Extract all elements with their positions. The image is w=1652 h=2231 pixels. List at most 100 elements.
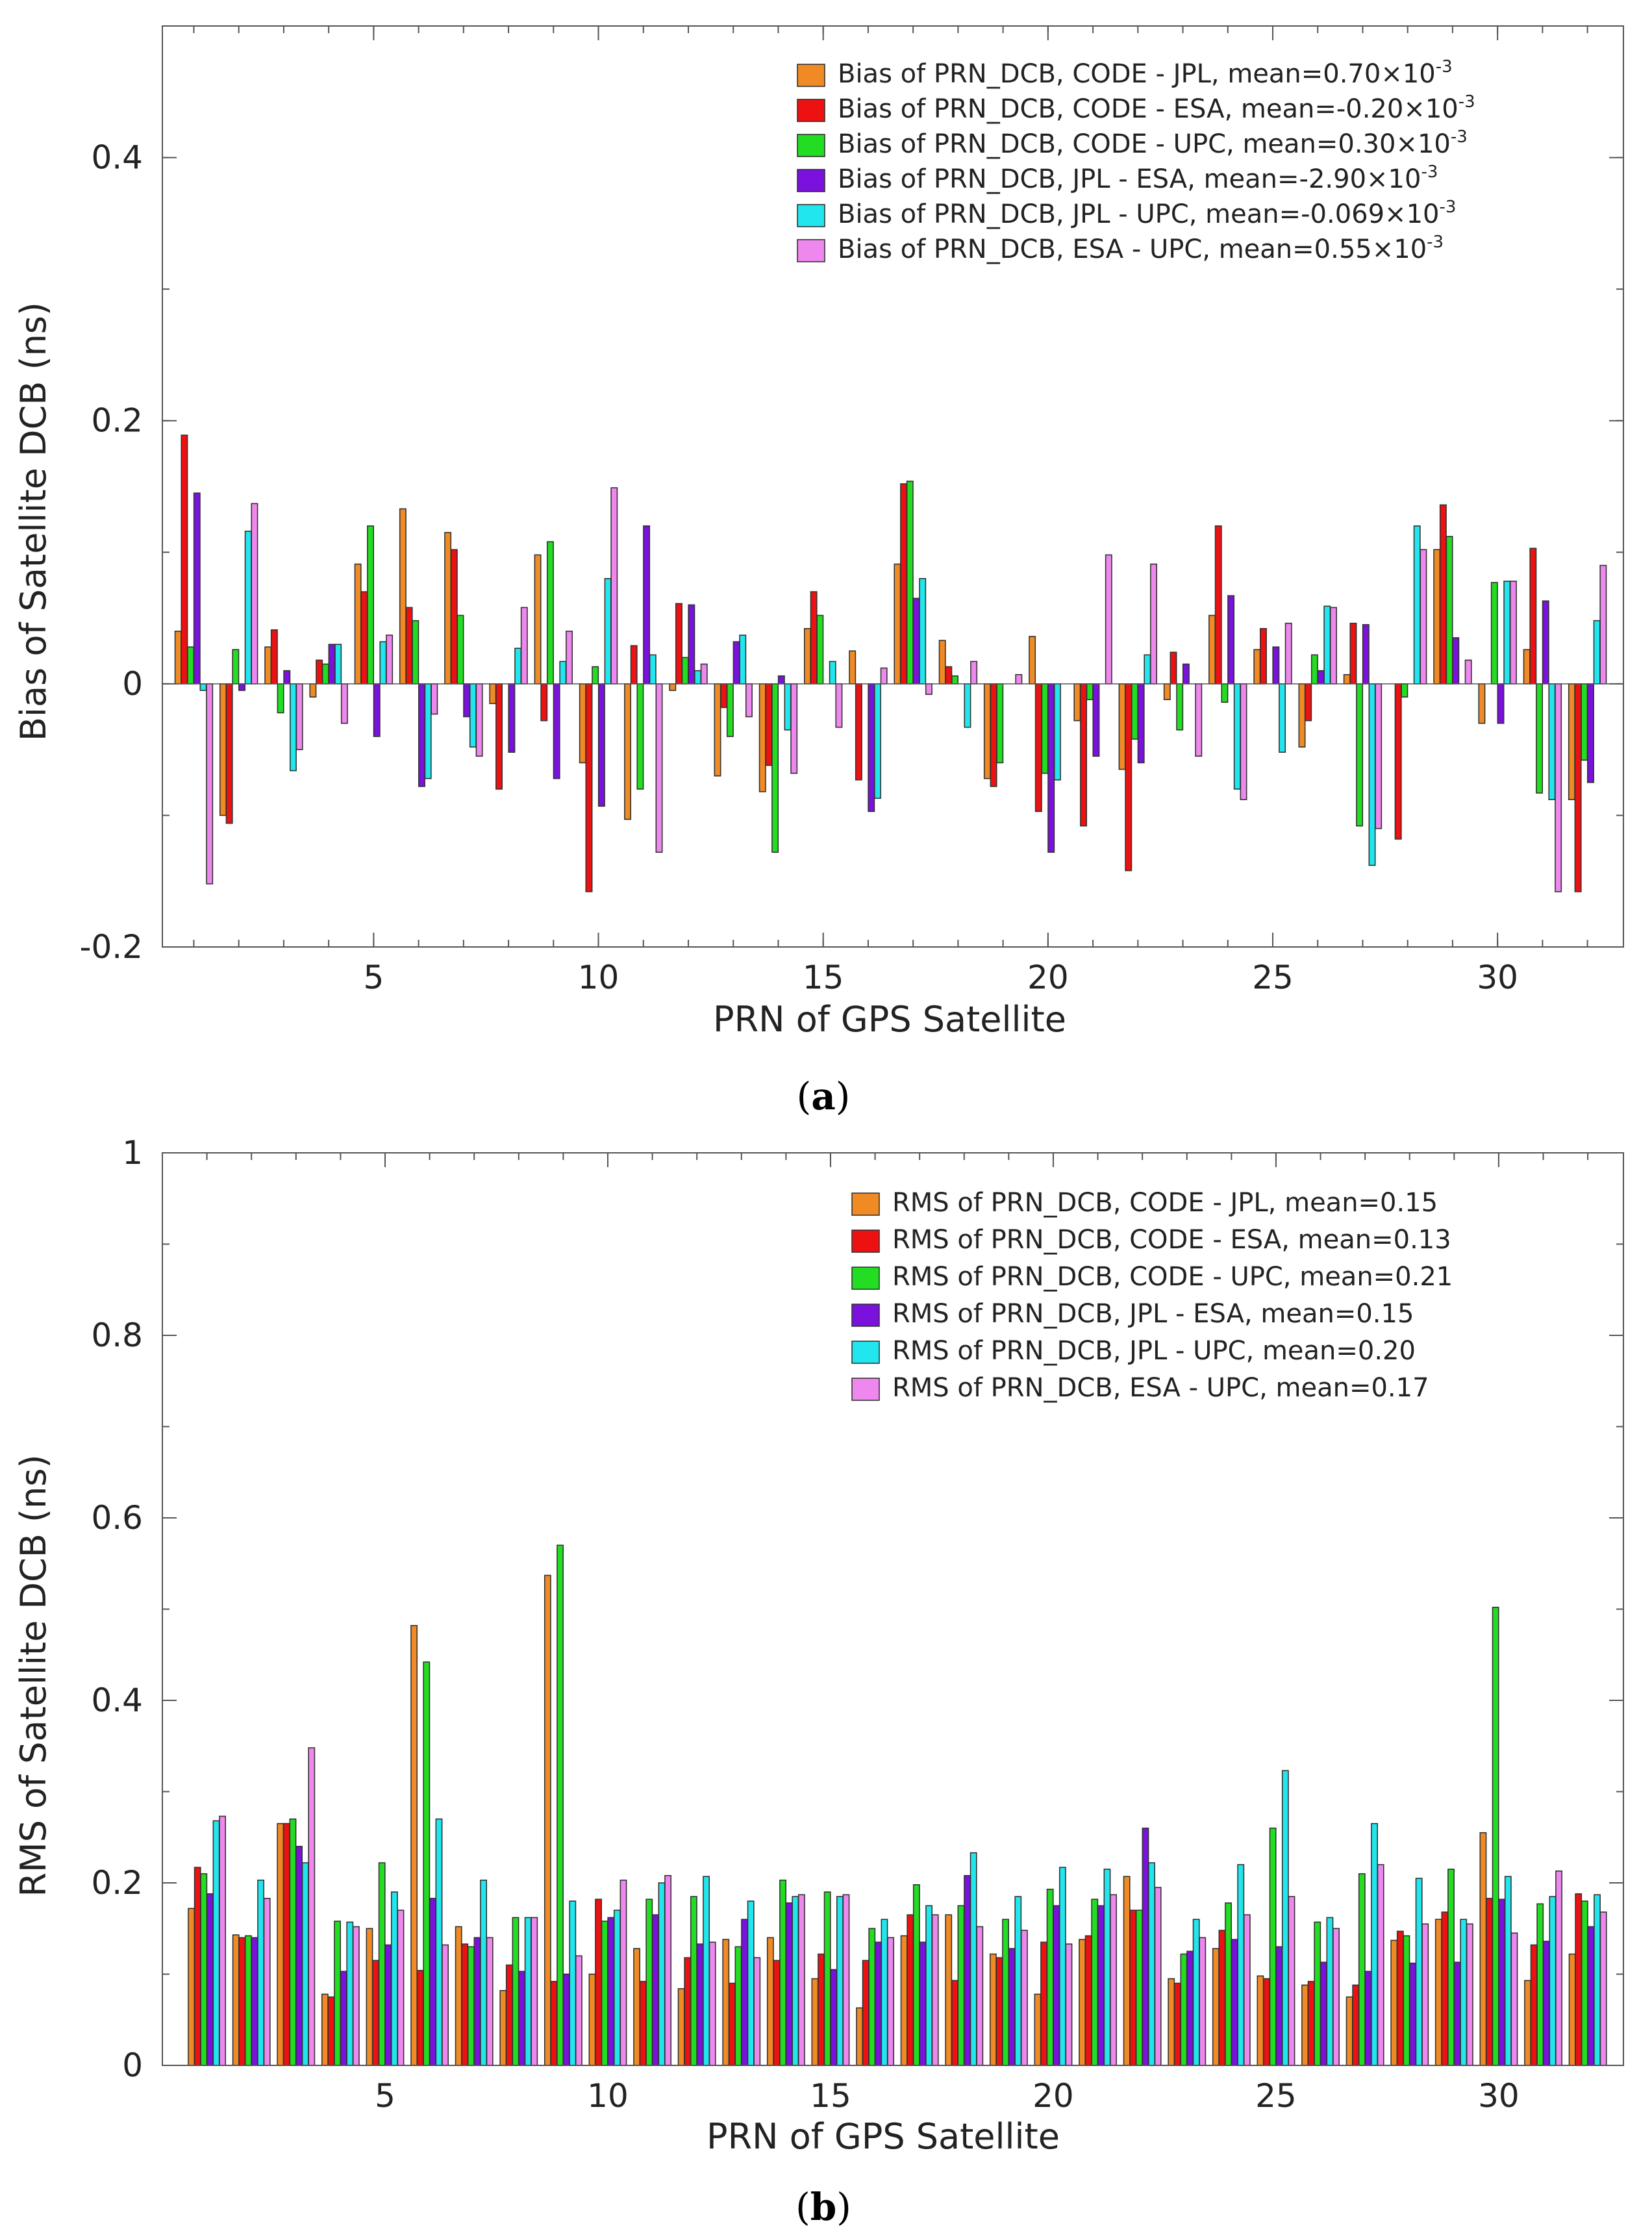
bar-prn3-series3: [289, 1818, 297, 2066]
bar-prn20-series4: [1053, 1905, 1060, 2066]
bar-prn4-series6: [340, 683, 348, 724]
bar-prn28-series3: [1401, 683, 1408, 698]
bar-prn11-series6: [664, 1874, 672, 2066]
bar-prn1-series3: [187, 646, 195, 685]
bar-prn1-series5: [199, 683, 207, 691]
bar-prn3-series5: [301, 1862, 309, 2066]
y-tick-label: 0: [122, 665, 143, 703]
bar-prn23-series2: [1170, 651, 1177, 685]
bar-prn7-series2: [450, 549, 458, 685]
bar-prn5-series2: [372, 1960, 380, 2066]
legend-swatch: [797, 99, 825, 122]
bar-prn11-series5: [658, 1882, 666, 2066]
y-tick-label: 0.6: [91, 1499, 143, 1537]
bar-prn32-series4: [1586, 683, 1594, 783]
bar-prn21-series2: [1084, 1935, 1092, 2066]
bar-prn16-series1: [849, 650, 857, 685]
bar-prn27-series5: [1368, 683, 1376, 866]
bar-prn24-series3: [1221, 683, 1229, 703]
x-tick-label: 25: [1252, 959, 1294, 996]
bar-prn22-series1: [1123, 1876, 1131, 2066]
bar-prn3-series3: [277, 683, 284, 714]
bar-prn29-series6: [1464, 659, 1472, 685]
bar-prn4-series6: [352, 1926, 360, 2066]
bar-prn16-series2: [855, 683, 862, 781]
bar-prn22-series2: [1125, 683, 1133, 872]
bar-prn6-series6: [442, 1944, 449, 2066]
bar-prn2-series5: [257, 1879, 265, 2066]
bar-prn2-series3: [244, 1935, 252, 2066]
bar-prn22-series3: [1131, 683, 1138, 740]
panel-a-caption: (a): [797, 1074, 851, 1118]
bar-prn10-series3: [592, 666, 599, 685]
bar-prn30-series5: [1504, 1876, 1512, 2066]
bar-prn13-series5: [739, 635, 747, 685]
bar-prn7-series1: [444, 532, 452, 685]
bar-prn30-series2: [1486, 1898, 1493, 2066]
bar-prn1-series1: [188, 1908, 195, 2066]
bar-prn1-series4: [206, 1893, 214, 2066]
bar-prn21-series3: [1086, 683, 1094, 700]
bar-prn32-series5: [1593, 620, 1601, 685]
bar-prn19-series2: [990, 683, 997, 787]
bar-prn22-series4: [1137, 683, 1145, 764]
bar-prn26-series3: [1310, 654, 1318, 685]
bar-prn5-series4: [384, 1944, 392, 2066]
bar-prn17-series5: [925, 1905, 932, 2066]
bar-prn16-series2: [862, 1960, 870, 2066]
bar-prn31-series3: [1536, 1903, 1544, 2066]
bar-prn28-series2: [1396, 1930, 1404, 2066]
bar-prn18-series3: [951, 675, 959, 685]
legend-label: Bias of PRN_DCB, CODE - ESA, mean=-0.20×…: [838, 92, 1475, 124]
bar-prn11-series5: [649, 654, 657, 685]
bar-prn2-series6: [263, 1898, 271, 2066]
bar-prn15-series3: [816, 614, 824, 685]
x-tick-label: 30: [1478, 2077, 1520, 2115]
bar-prn27-series2: [1349, 622, 1357, 685]
bar-prn27-series1: [1343, 674, 1351, 685]
bar-prn28-series6: [1421, 1923, 1429, 2066]
bar-prn21-series1: [1079, 1939, 1086, 2066]
bar-prn29-series4: [1452, 637, 1460, 685]
bar-prn9-series6: [575, 1955, 582, 2066]
bar-prn3-series2: [282, 1822, 290, 2066]
bar-prn7-series2: [461, 1943, 469, 2066]
bar-prn23-series4: [1186, 1950, 1194, 2066]
bar-prn18-series3: [957, 1905, 965, 2066]
bar-prn23-series2: [1173, 1982, 1181, 2066]
bar-prn28-series5: [1415, 1878, 1423, 2066]
bar-prn6-series3: [412, 620, 419, 685]
bar-prn23-series3: [1180, 1953, 1188, 2066]
bar-prn9-series2: [550, 1980, 558, 2066]
bar-prn25-series4: [1275, 1946, 1283, 2066]
bar-prn25-series1: [1253, 649, 1261, 685]
x-tick-label: 10: [578, 959, 620, 996]
bar-prn8-series3: [512, 1917, 519, 2066]
bar-prn12-series5: [694, 670, 702, 685]
bar-prn27-series6: [1377, 1864, 1384, 2066]
bar-prn25-series2: [1259, 627, 1267, 685]
bar-prn15-series1: [803, 627, 811, 685]
legend: RMS of PRN_DCB, CODE - JPL, mean=0.15 RMS…: [851, 1188, 1453, 1403]
bar-prn31-series1: [1523, 649, 1531, 685]
bar-prn21-series1: [1073, 683, 1081, 722]
bar-prn23-series4: [1182, 663, 1190, 685]
bar-prn26-series4: [1317, 670, 1325, 685]
bar-prn26-series2: [1305, 683, 1312, 722]
bar-prn18-series2: [945, 666, 953, 685]
bar-prn17-series1: [894, 563, 901, 685]
bar-prn11-series2: [639, 1980, 647, 2066]
bar-prn4-series3: [321, 663, 329, 685]
bar-prn17-series6: [931, 1914, 939, 2066]
y-tick-label: 0.8: [91, 1317, 143, 1354]
x-tick-label: 5: [375, 2077, 395, 2115]
bar-prn15-series2: [818, 1953, 825, 2066]
bar-prn12-series1: [677, 1988, 685, 2066]
bar-prn19-series2: [995, 1957, 1003, 2066]
bar-prn14-series3: [771, 683, 779, 853]
bar-prn29-series4: [1453, 1961, 1461, 2066]
bar-prn6-series4: [429, 1898, 436, 2066]
bar-prn6-series5: [435, 1818, 443, 2066]
bar-prn18-series4: [964, 1874, 971, 2066]
bar-prn14-series1: [766, 1937, 774, 2066]
